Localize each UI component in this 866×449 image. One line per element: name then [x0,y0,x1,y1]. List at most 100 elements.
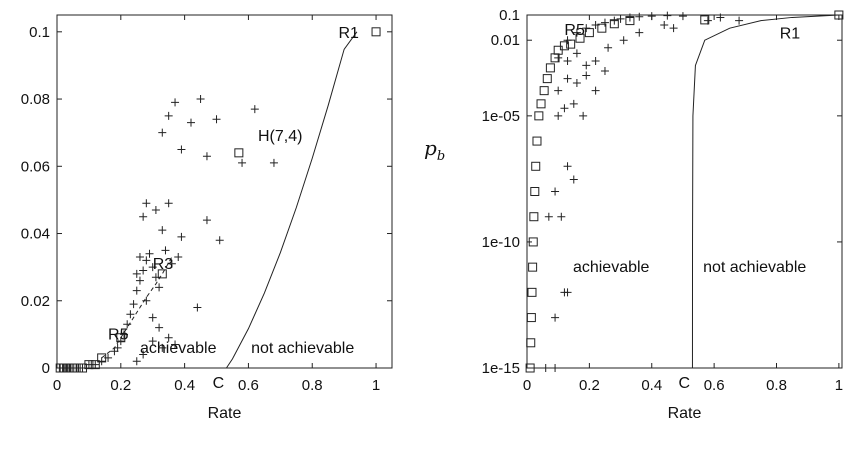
square-point [539,86,549,96]
x-tick-label: 0.2 [110,377,131,394]
plus-point [572,28,581,37]
plus-point [563,162,572,171]
square-point [542,74,552,84]
y-tick-label: 0.06 [21,158,50,175]
right-chart: 0 0.2 0.4 0.6 0.8 1 1e-15 1e-10 1e-05 0.01 0.1 Rate… [482,7,844,422]
y-tick-label: 0.04 [21,226,50,243]
plus-point [635,28,644,37]
square-point [575,33,585,43]
x-tick-label: 0.4 [641,377,662,394]
square-point [528,262,538,272]
x-tick-label: 0.4 [174,377,195,394]
plus-point [579,111,588,120]
x-tick-label: 0 [53,377,61,394]
plus-point [563,74,572,83]
plus-point [202,216,211,225]
plus-point [238,158,247,167]
plus-point [554,53,563,62]
plus-point [120,330,128,339]
square-point [157,269,167,279]
plus-point [158,343,167,352]
plus-point [193,303,202,312]
plus-point [196,95,205,104]
square-point [78,363,88,373]
plus-point [148,337,157,346]
plus-point [582,24,591,33]
annotation-label: R1 [780,26,801,43]
plus-point [572,49,581,58]
plus-point [132,357,141,366]
square-point [526,313,536,323]
square-point [534,111,544,121]
square-point [116,333,126,343]
plus-point [158,226,167,235]
plus-point [591,56,600,65]
x-tick-label: 1 [835,377,843,394]
plus-point [619,36,628,45]
square-point [530,187,540,196]
y-tick-label: 0.02 [21,293,50,310]
x-tick-label: 1 [372,377,380,394]
plus-point [735,16,744,25]
plus-point [716,13,725,22]
square-point [234,148,244,158]
plus-point [554,86,563,95]
plot-frame [526,14,843,369]
square-point [532,136,542,146]
plus-point [572,79,581,88]
square-point [529,212,539,222]
square-point [545,63,555,73]
annotation-label: H(7,4) [258,128,302,145]
square-point [528,237,538,247]
plus-point [582,61,591,70]
annotation-label: not achievable [251,340,354,357]
annotation-label: achievable [140,340,217,357]
plus-point [139,350,148,359]
x-tick-label: 0.2 [579,377,600,394]
plot-frame [56,14,393,369]
y-tick-label: 0.1 [499,7,520,24]
plus-point [669,24,678,33]
plus-point [215,236,224,245]
plus-point [541,364,550,372]
plus-point [126,310,135,319]
plus-point [139,266,148,275]
plus-point [174,253,183,262]
plus-point [582,71,591,80]
plus-point [551,187,560,196]
plus-point [635,12,644,21]
plus-point [551,364,560,372]
x-tick-label: 0.8 [302,377,323,394]
plus-point [625,13,634,22]
plus-point [148,313,157,322]
square-point [97,353,107,363]
plus-point [569,99,578,108]
y-tick-label: 0.08 [21,91,50,108]
plus-point [703,16,712,25]
plus-point [663,11,672,20]
annotation-label: R3 [153,256,174,273]
plus-point [155,323,164,332]
plus-point [177,232,186,241]
plus-point [164,333,173,342]
plus-point [678,12,687,21]
bound-curve [691,14,839,369]
plus-point [155,283,164,292]
plus-point [591,21,600,30]
y-tick-label: 1e-10 [482,234,520,251]
plus-point [604,43,613,52]
y-tick-label: 0.01 [491,32,520,49]
annotation-label: R5 [564,22,585,39]
plus-point [600,18,609,27]
plus-point [171,340,180,349]
annotation-label: not achievable [703,259,806,276]
plus-point [135,253,144,262]
plus-point [269,158,278,167]
plus-point [563,36,572,45]
plus-point [563,288,572,297]
square-point [525,363,535,373]
plus-point [132,269,141,278]
plus-point [177,145,186,154]
plus-point [110,347,119,356]
